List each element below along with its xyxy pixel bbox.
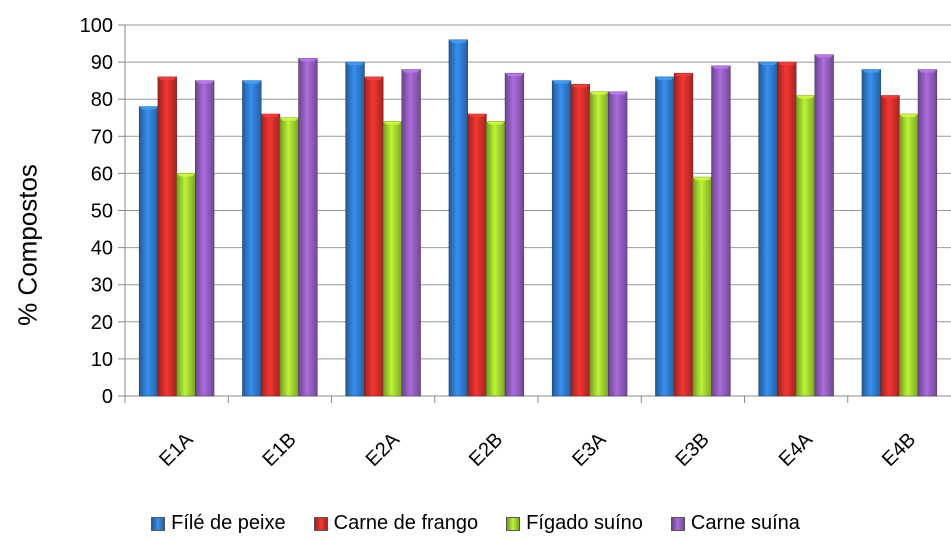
bar bbox=[570, 84, 590, 397]
y-tick-label: 90 bbox=[91, 52, 113, 74]
x-tick-label: E1A bbox=[155, 428, 198, 471]
bar bbox=[861, 69, 881, 397]
y-axis-label: % Compostos bbox=[12, 164, 43, 326]
legend-label: Carne suína bbox=[690, 512, 800, 534]
legend-item: Carne de frango bbox=[313, 512, 479, 535]
bar bbox=[345, 61, 365, 397]
bar-top bbox=[364, 76, 384, 80]
y-tick-label: 60 bbox=[91, 163, 113, 185]
legend: Fílé de peixe Carne de frango Fígado suíno… bbox=[0, 512, 951, 535]
bar-top bbox=[777, 62, 797, 66]
y-tick-label: 10 bbox=[91, 349, 113, 371]
bar-top bbox=[261, 114, 280, 118]
bar bbox=[157, 76, 177, 397]
y-tick-label: 30 bbox=[91, 275, 113, 297]
x-tick-label: E3A bbox=[568, 428, 611, 471]
bar bbox=[176, 173, 196, 397]
bar-top bbox=[570, 84, 590, 88]
bar bbox=[758, 61, 778, 397]
bar-top bbox=[486, 121, 506, 125]
bar-top bbox=[139, 106, 158, 110]
bar bbox=[448, 39, 468, 397]
y-tick-label: 40 bbox=[91, 238, 113, 260]
bar bbox=[673, 72, 694, 397]
bar-top bbox=[345, 62, 365, 66]
x-tick-label: E1B bbox=[258, 429, 300, 471]
bar-top bbox=[861, 69, 881, 73]
bar-top bbox=[899, 114, 919, 118]
y-tick-label: 50 bbox=[91, 201, 113, 223]
bar bbox=[504, 72, 525, 397]
bar bbox=[279, 117, 299, 397]
bar-top bbox=[298, 58, 318, 62]
bar bbox=[298, 58, 318, 397]
bar-top bbox=[552, 80, 571, 84]
bar bbox=[814, 54, 834, 397]
bar bbox=[777, 61, 797, 397]
bar bbox=[401, 69, 421, 397]
bar bbox=[917, 69, 938, 397]
bar-top bbox=[814, 54, 834, 58]
bar-top bbox=[401, 69, 421, 73]
bar bbox=[242, 80, 262, 397]
x-tick-label: E4A bbox=[775, 428, 818, 471]
bar-top bbox=[279, 117, 299, 121]
bar bbox=[364, 76, 384, 397]
bar-top bbox=[880, 95, 900, 99]
bar bbox=[692, 176, 712, 397]
bar bbox=[795, 95, 816, 397]
legend-label: Carne de frango bbox=[333, 512, 479, 534]
x-tick-label: E2B bbox=[465, 429, 507, 471]
legend-swatch bbox=[313, 516, 328, 531]
bar bbox=[899, 113, 919, 397]
bar-top bbox=[711, 65, 731, 69]
legend-swatch bbox=[151, 516, 166, 531]
bar-top bbox=[505, 73, 524, 77]
bar-top bbox=[918, 69, 937, 73]
bar bbox=[711, 65, 731, 397]
bar-top bbox=[589, 91, 609, 95]
x-tick-label: E2A bbox=[362, 428, 405, 471]
legend-label: Fílé de peixe bbox=[171, 512, 286, 534]
legend-label: Fígado suíno bbox=[526, 512, 643, 534]
bar bbox=[880, 95, 900, 397]
bar bbox=[655, 76, 675, 397]
bar bbox=[138, 106, 159, 397]
legend-item: Fígado suíno bbox=[506, 512, 643, 535]
legend-item: Fílé de peixe bbox=[151, 512, 286, 535]
y-tick-label: 20 bbox=[91, 312, 113, 334]
bar-top bbox=[448, 39, 468, 43]
bar-top bbox=[655, 76, 675, 80]
bar-top bbox=[758, 62, 778, 66]
bar bbox=[608, 91, 628, 397]
legend-item: Carne suína bbox=[670, 512, 800, 535]
bar-top bbox=[176, 173, 196, 177]
bar bbox=[467, 113, 487, 397]
bar bbox=[382, 121, 403, 397]
bar-top bbox=[467, 114, 487, 118]
bar-top bbox=[796, 95, 815, 99]
bar bbox=[486, 121, 506, 397]
bar bbox=[260, 113, 281, 397]
y-tick-label: 100 bbox=[80, 15, 113, 37]
x-tick-label: E4B bbox=[878, 429, 920, 471]
legend-swatch bbox=[506, 516, 521, 531]
bar-top bbox=[157, 76, 177, 80]
x-tick-label: E3B bbox=[671, 429, 713, 471]
bar-top bbox=[692, 177, 712, 181]
y-tick-label: 0 bbox=[102, 386, 113, 408]
y-tick-label: 70 bbox=[91, 126, 113, 148]
bar-top bbox=[608, 91, 628, 95]
y-tick-label: 80 bbox=[91, 89, 113, 111]
bar bbox=[195, 80, 215, 397]
bar-top bbox=[674, 73, 693, 77]
bar bbox=[551, 80, 572, 397]
bar bbox=[589, 91, 609, 397]
bar-top bbox=[383, 121, 402, 125]
bar-top bbox=[195, 80, 215, 84]
bar-top bbox=[242, 80, 262, 84]
legend-swatch bbox=[670, 516, 685, 531]
